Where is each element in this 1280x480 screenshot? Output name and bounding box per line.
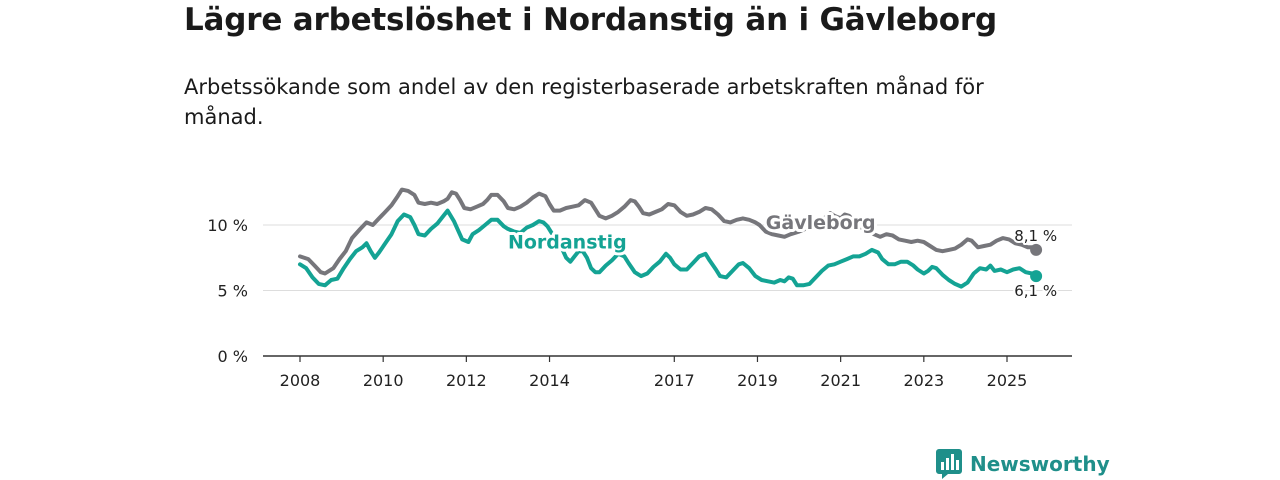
y-tick-label: 0 %: [218, 347, 248, 366]
series-line-nordanstig: [298, 208, 1039, 289]
x-tick-label: 2012: [446, 371, 487, 390]
end-value-label-gavleborg: 8,1 %: [1014, 227, 1057, 245]
end-dot-nordanstig: [1030, 270, 1043, 283]
y-tick-label: 5 %: [218, 282, 248, 301]
newsworthy-logo-icon: [936, 449, 962, 479]
series-lines: [298, 187, 1043, 289]
chart-title: Lägre arbetslöshet i Nordanstig än i Gäv…: [184, 2, 997, 38]
series-labels: Gävleborg 8,1 % Nordanstig 6,1 %: [505, 209, 1059, 302]
series-label-gavleborg: Gävleborg: [766, 212, 876, 234]
x-tick-label: 2023: [903, 371, 944, 390]
series-line-gavleborg: [298, 187, 1039, 276]
chart-subtitle: Arbetssökande som andel av den registerb…: [184, 75, 984, 129]
x-tick-label: 2019: [737, 371, 778, 390]
x-tick-label: 2008: [280, 371, 321, 390]
end-value-label-nordanstig: 6,1 %: [1014, 282, 1057, 300]
x-axis: 2008 2010 2012 2014 2017 2019 2021 2023 2025: [263, 355, 1072, 390]
x-tick-label: 2017: [654, 371, 695, 390]
series-label-nordanstig: Nordanstig: [508, 232, 627, 254]
x-tick-label: 2025: [987, 371, 1028, 390]
y-tick-label: 10 %: [207, 216, 248, 235]
y-axis-ticks: 0 % 5 % 10 %: [207, 216, 248, 366]
x-tick-label: 2021: [820, 371, 861, 390]
brand-name: Newsworthy: [970, 452, 1110, 476]
x-tick-label: 2010: [363, 371, 404, 390]
x-tick-label: 2014: [529, 371, 570, 390]
end-dot-gavleborg: [1030, 243, 1043, 256]
newsworthy-brand[interactable]: Newsworthy: [936, 449, 1110, 479]
